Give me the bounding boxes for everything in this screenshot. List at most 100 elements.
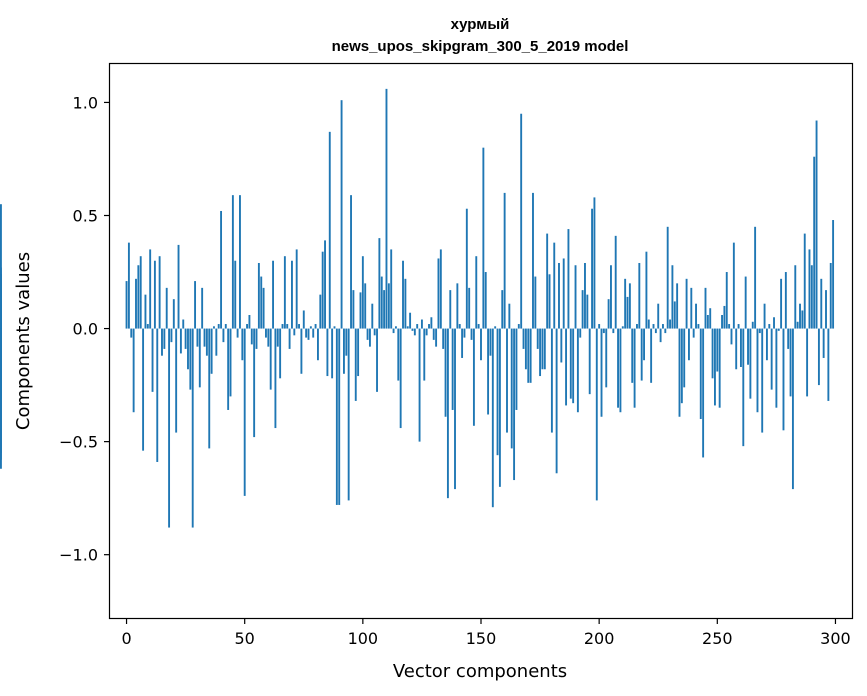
bar: [175, 328, 178, 433]
bar: [191, 328, 194, 528]
bar: [319, 294, 322, 329]
bar: [317, 328, 319, 361]
bar: [194, 281, 197, 329]
bar: [352, 290, 355, 329]
bar: [343, 328, 345, 374]
bar: [413, 328, 416, 336]
bar: [718, 328, 721, 408]
bar: [437, 258, 440, 329]
bar: [782, 328, 785, 431]
bar: [749, 328, 752, 399]
bar: [503, 192, 506, 329]
bar: [593, 197, 596, 329]
bar: [662, 324, 664, 329]
bar: [239, 195, 241, 329]
bar: [229, 328, 232, 397]
bar: [751, 321, 754, 329]
bar: [796, 321, 799, 329]
bar: [612, 328, 615, 334]
bar: [794, 265, 797, 329]
bar: [333, 326, 336, 329]
bar: [423, 328, 426, 381]
bar: [579, 328, 582, 338]
bar: [312, 328, 315, 338]
bar: [387, 283, 390, 329]
bar: [685, 278, 688, 329]
bar: [340, 100, 343, 329]
bar: [562, 258, 565, 329]
bar: [669, 319, 671, 329]
bar: [253, 328, 256, 438]
bar: [156, 328, 159, 462]
bar: [158, 256, 161, 329]
bar: [607, 299, 610, 329]
bar: [435, 328, 438, 347]
bar: [789, 328, 792, 397]
x-tick-label: 250: [702, 629, 733, 648]
bar: [617, 328, 619, 408]
bar: [357, 328, 360, 377]
bar: [671, 265, 674, 329]
bar: [269, 328, 272, 390]
bar: [560, 328, 563, 363]
bar: [813, 156, 816, 329]
bar: [383, 290, 386, 329]
bar: [586, 294, 589, 329]
bar: [572, 328, 575, 404]
bar: [784, 272, 787, 329]
bar: [576, 328, 579, 413]
bar: [829, 262, 832, 329]
bar: [442, 328, 445, 349]
bar: [770, 328, 773, 390]
bar: [314, 324, 317, 329]
bar: [768, 324, 771, 329]
bar: [283, 256, 286, 329]
bar: [536, 328, 539, 349]
bar: [754, 226, 757, 329]
bar: [697, 324, 700, 329]
bar: [567, 229, 570, 329]
bar: [153, 260, 156, 329]
bar: [399, 328, 402, 429]
bar: [170, 328, 173, 343]
bar: [265, 328, 267, 338]
bar: [780, 278, 783, 329]
chart-title: хурмый: [451, 16, 510, 33]
bar: [678, 328, 681, 417]
bar: [187, 328, 189, 370]
bar: [0, 204, 2, 329]
bar: [189, 328, 192, 390]
bar: [163, 328, 166, 349]
bar: [787, 328, 790, 349]
bar: [432, 328, 435, 340]
bar: [465, 208, 468, 329]
bar: [777, 328, 780, 331]
bar: [487, 328, 490, 415]
bar: [390, 249, 393, 329]
bar: [354, 328, 357, 401]
bar: [326, 328, 329, 377]
bar: [446, 328, 449, 499]
bar: [345, 328, 348, 356]
bar: [255, 328, 258, 349]
bar: [220, 210, 223, 329]
bar: [626, 296, 629, 329]
bar: [350, 195, 352, 329]
bar: [456, 283, 459, 329]
bar: [161, 328, 163, 356]
bar: [248, 315, 251, 329]
bar: [527, 328, 530, 383]
bar: [132, 328, 135, 413]
bar: [376, 328, 378, 392]
bar: [524, 328, 527, 370]
bar: [501, 290, 504, 329]
y-tick-label: −0.5: [59, 433, 98, 452]
bar: [513, 328, 516, 481]
bar: [633, 328, 636, 408]
bar: [404, 278, 407, 329]
bar: [184, 328, 187, 349]
bar: [498, 328, 501, 487]
bar: [328, 131, 331, 329]
bar: [574, 265, 577, 329]
bar: [331, 328, 334, 379]
